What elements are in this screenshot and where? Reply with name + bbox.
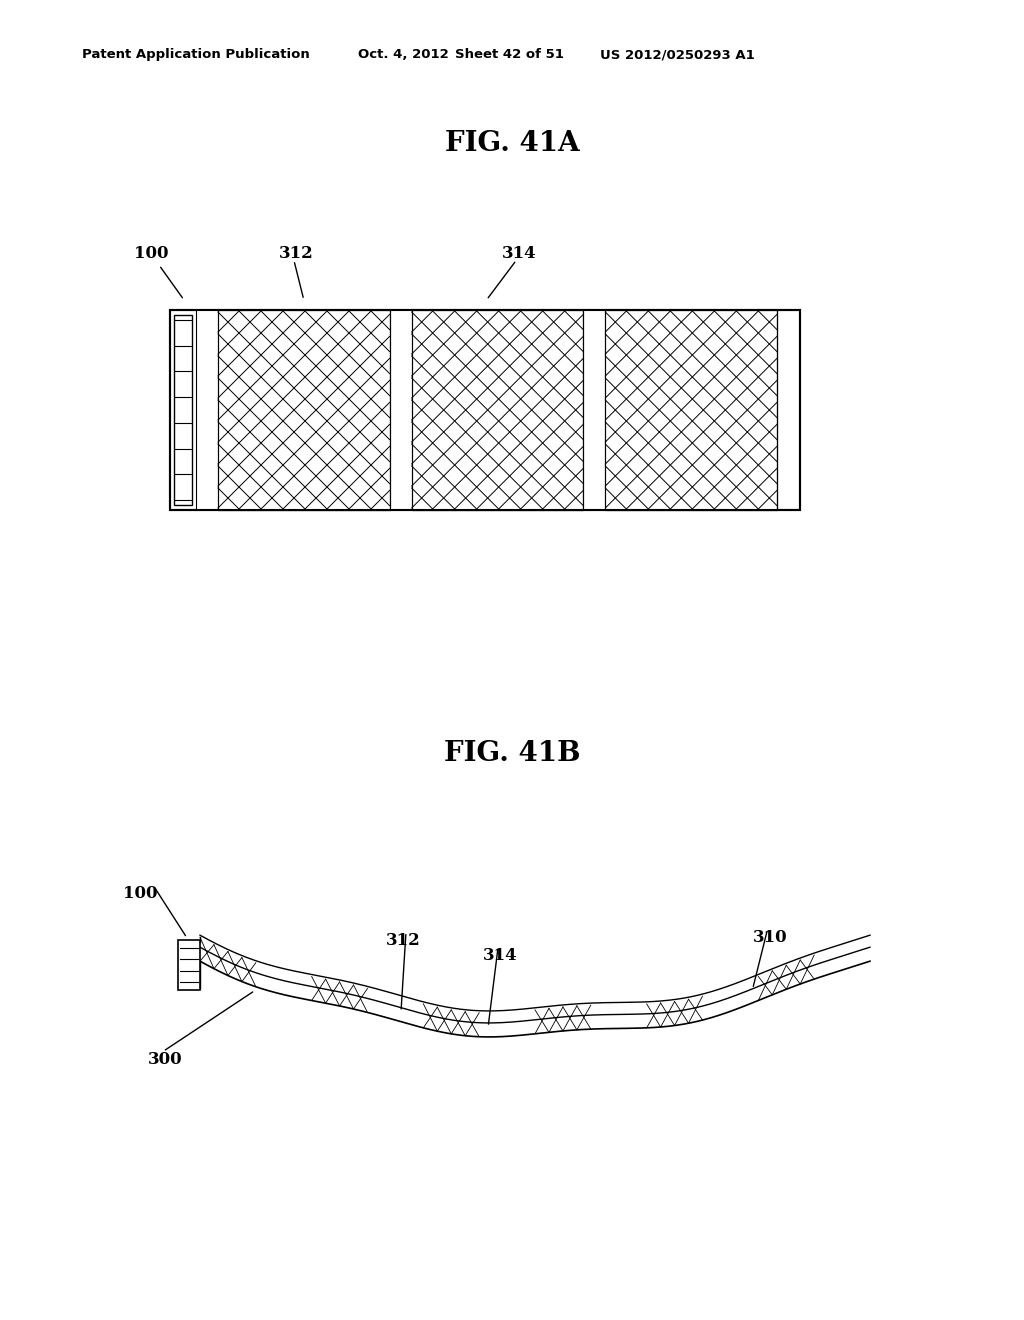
Text: 310: 310	[753, 929, 787, 946]
Text: 312: 312	[279, 246, 313, 261]
Bar	[170, 310, 800, 510]
Bar	[178, 940, 200, 990]
Bar	[218, 310, 390, 510]
Bar	[605, 310, 777, 510]
Bar	[170, 310, 800, 510]
Bar	[218, 310, 390, 510]
Bar	[605, 310, 777, 510]
Text: 100: 100	[134, 246, 169, 261]
Bar	[174, 315, 193, 506]
Text: Oct. 4, 2012: Oct. 4, 2012	[358, 48, 449, 61]
Bar	[605, 310, 777, 510]
Text: 314: 314	[483, 946, 518, 964]
Bar	[412, 310, 584, 510]
Text: Sheet 42 of 51: Sheet 42 of 51	[455, 48, 564, 61]
Text: US 2012/0250293 A1: US 2012/0250293 A1	[600, 48, 755, 61]
Bar	[390, 310, 412, 510]
Bar	[218, 310, 390, 510]
Text: FIG. 41A: FIG. 41A	[444, 129, 580, 157]
Text: 300: 300	[148, 1052, 182, 1068]
Text: 100: 100	[123, 884, 158, 902]
Bar	[412, 310, 584, 510]
Text: 312: 312	[386, 932, 421, 949]
Text: 314: 314	[502, 246, 537, 261]
Bar	[584, 310, 605, 510]
Text: FIG. 41B: FIG. 41B	[443, 741, 581, 767]
Bar	[412, 310, 584, 510]
Bar	[196, 310, 218, 510]
Text: Patent Application Publication: Patent Application Publication	[82, 48, 309, 61]
